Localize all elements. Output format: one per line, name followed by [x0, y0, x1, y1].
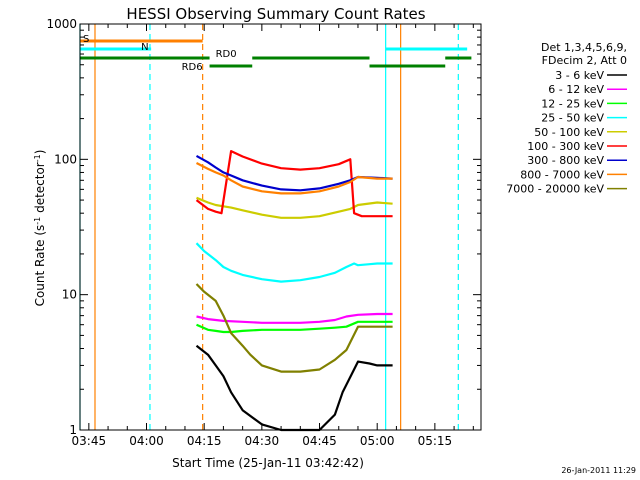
x-tick-label-6: 05:15 [418, 434, 453, 448]
x-axis-ticks: 03:45 04:00 04:15 04:30 04:45 05:00 05:15 [72, 24, 474, 448]
plot-area [80, 24, 481, 430]
flag-bars: S N RD0 RD6 [80, 34, 472, 73]
series-line-5 [195, 150, 393, 218]
y-axis-label-part2: detector [33, 162, 47, 217]
x-tick-label-5: 05:00 [360, 434, 395, 448]
legend-label-1: 6 - 12 keV [548, 83, 604, 96]
x-tick-label-0: 03:45 [72, 434, 107, 448]
series-line-1 [196, 312, 393, 324]
legend-label-5: 100 - 300 keV [527, 140, 604, 153]
y-axis-label-sup1: -1 [33, 217, 42, 225]
legend-label-6: 300 - 800 keV [527, 154, 604, 167]
timestamp: 26-Jan-2011 11:29 [561, 466, 636, 475]
legend-header-line1: Det 1,3,4,5,6,9, [541, 41, 627, 54]
legend-label-2: 12 - 25 keV [541, 97, 604, 110]
y-tick-label-0: 1 [69, 423, 77, 437]
series-line-3 [195, 242, 393, 283]
legend-label-4: 50 - 100 keV [534, 126, 604, 139]
series-line-7 [195, 162, 393, 195]
y-axis-ticks: 1 10 100 1000 [46, 17, 481, 437]
y-axis-label-sup2: -1 [33, 154, 42, 162]
y-axis-label-part1: Count Rate (s [33, 225, 47, 307]
series-line-4 [196, 196, 393, 219]
flag-label-s: S [83, 34, 89, 45]
legend-label-8: 7000 - 20000 keV [506, 183, 604, 196]
chart-title: HESSI Observing Summary Count Rates [126, 5, 425, 23]
y-tick-label-2: 100 [54, 152, 77, 166]
x-axis-label: Start Time (25-Jan-11 03:42:42) [172, 456, 364, 470]
series-line-8 [195, 283, 393, 373]
x-tick-label-1: 04:00 [129, 434, 164, 448]
legend-label-3: 25 - 50 keV [541, 112, 604, 125]
legend-label-7: 800 - 7000 keV [520, 168, 604, 181]
legend-header-line2: FDecim 2, Att 0 [542, 54, 627, 67]
flag-label-rd6: RD6 [182, 62, 203, 73]
plot-background [80, 24, 481, 430]
plot-border [79, 23, 482, 431]
plot-frame [79, 23, 482, 431]
y-tick-label-1: 10 [62, 288, 77, 302]
flag-label-rd0: RD0 [216, 49, 237, 60]
x-tick-label-2: 04:15 [187, 434, 222, 448]
series-line-2 [196, 320, 393, 334]
y-tick-label-3: 1000 [46, 17, 77, 31]
x-tick-label-4: 04:45 [302, 434, 337, 448]
flag-label-n: N [141, 42, 148, 53]
y-axis-label: Count Rate (s-1 detector-1) [33, 150, 48, 307]
x-tick-label-3: 04:30 [245, 434, 280, 448]
y-axis-label-end: ) [33, 150, 47, 155]
legend-label-0: 3 - 6 keV [555, 69, 604, 82]
legend: Det 1,3,4,5,6,9, FDecim 2, Att 0 3 - 6 k… [506, 41, 627, 196]
